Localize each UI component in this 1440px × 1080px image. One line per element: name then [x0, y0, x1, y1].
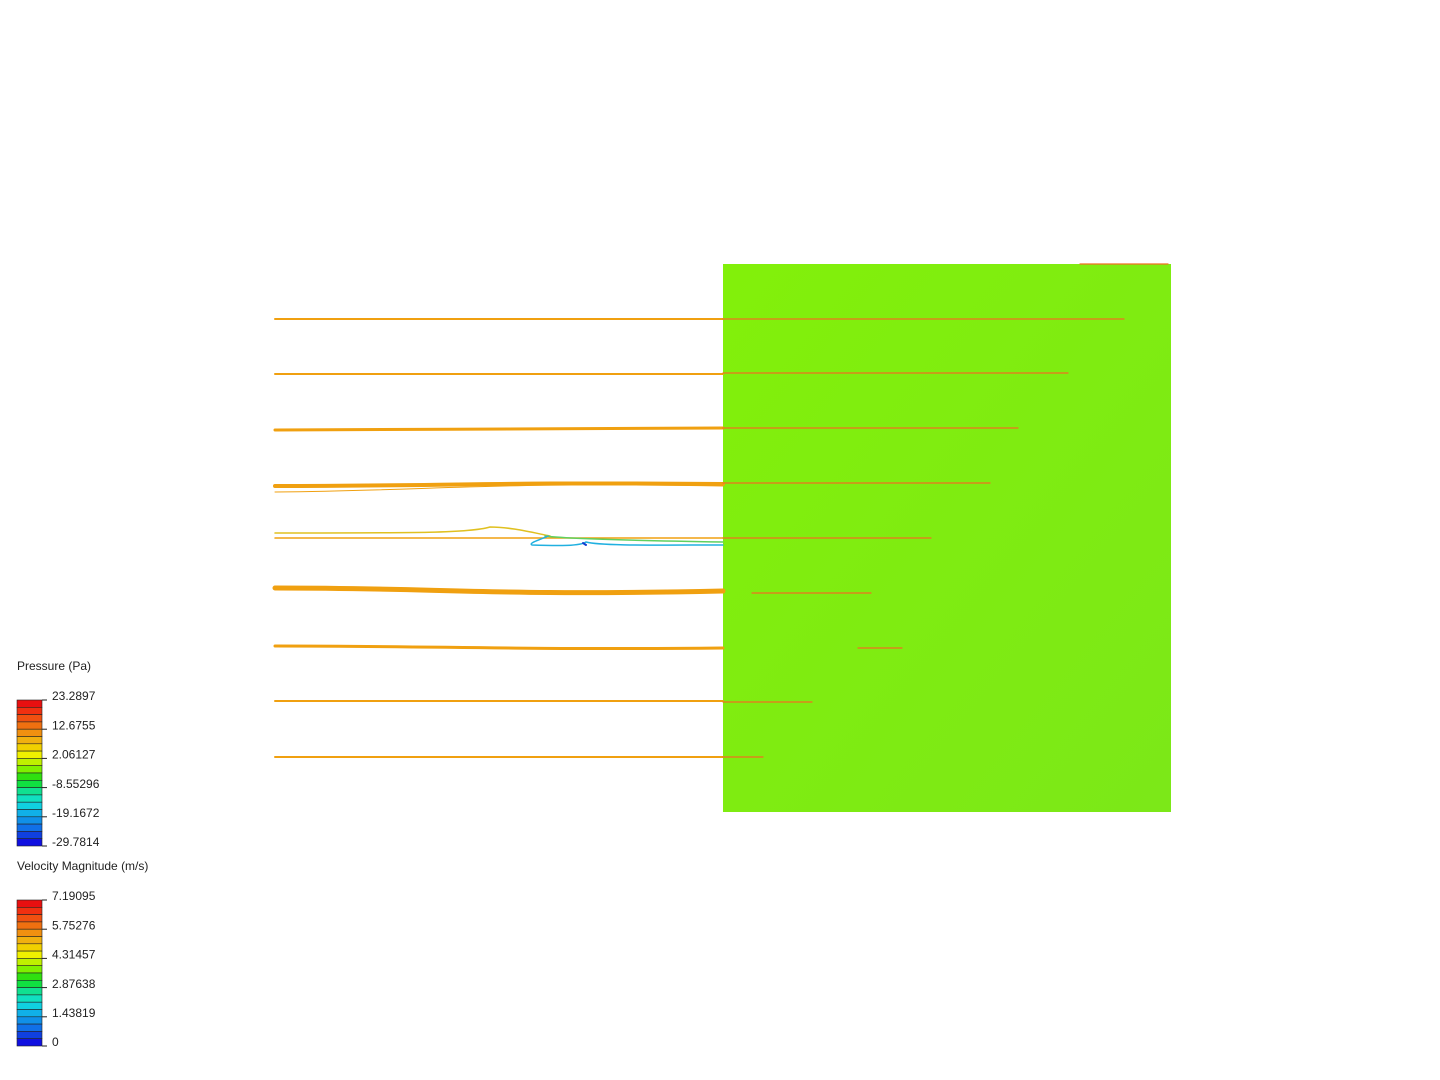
legends: Pressure (Pa) 23.2897 12.6755 2.06127 -8.552… [16, 659, 148, 1049]
color-band [16, 994, 43, 1003]
color-band [16, 1016, 43, 1025]
streamline [544, 535, 724, 543]
streamline [274, 526, 551, 537]
tick-label: 1.43819 [52, 1006, 96, 1020]
color-band [16, 906, 43, 915]
legend-title: Velocity Magnitude (m/s) [17, 859, 148, 873]
color-band [16, 1031, 43, 1040]
tick-label: 23.2897 [52, 689, 96, 703]
tick-label: -19.1672 [52, 806, 100, 820]
color-band [16, 928, 43, 937]
tick-label: 5.75276 [52, 918, 96, 932]
color-band [16, 831, 43, 840]
color-band [16, 914, 43, 923]
color-band [16, 899, 43, 908]
color-band [16, 943, 43, 952]
color-band [16, 936, 43, 945]
color-band [16, 750, 43, 759]
color-band [16, 721, 43, 730]
streamline [530, 535, 724, 547]
color-band [16, 794, 43, 803]
color-band [16, 736, 43, 745]
streamline [273, 481, 725, 488]
color-band [16, 979, 43, 988]
color-band [16, 972, 43, 981]
color-band [16, 965, 43, 974]
color-band [16, 921, 43, 930]
color-band [16, 758, 43, 767]
color-band [16, 838, 43, 847]
tick-label: -29.7814 [52, 835, 100, 849]
tick-label: 2.06127 [52, 748, 96, 762]
color-band [16, 772, 43, 781]
streamline [274, 484, 724, 493]
streamline [272, 585, 726, 596]
tick-label: 0 [52, 1035, 59, 1049]
color-band [16, 765, 43, 774]
tick-label: -8.55296 [52, 777, 100, 791]
tick-label: 2.87638 [52, 977, 96, 991]
color-band [16, 1038, 43, 1047]
color-band [16, 699, 43, 708]
tick-label: 4.31457 [52, 948, 96, 962]
color-band [16, 787, 43, 796]
streamlines [272, 263, 1169, 758]
streamline [273, 644, 725, 651]
color-band [16, 779, 43, 788]
color-band [16, 809, 43, 818]
color-band [16, 950, 43, 959]
color-band [16, 1001, 43, 1010]
color-band [16, 728, 43, 737]
color-band [16, 706, 43, 715]
color-band [16, 816, 43, 825]
color-band [16, 1009, 43, 1018]
color-band [16, 958, 43, 967]
color-band [16, 743, 43, 752]
streamline [582, 542, 587, 546]
color-band [16, 714, 43, 723]
tick-label: 7.19095 [52, 889, 96, 903]
legend-title: Pressure (Pa) [17, 659, 91, 673]
tick-label: 12.6755 [52, 718, 96, 732]
color-band [16, 823, 43, 832]
streamline [273, 426, 725, 432]
color-band [16, 801, 43, 810]
color-band [16, 987, 43, 996]
color-band [16, 1023, 43, 1032]
